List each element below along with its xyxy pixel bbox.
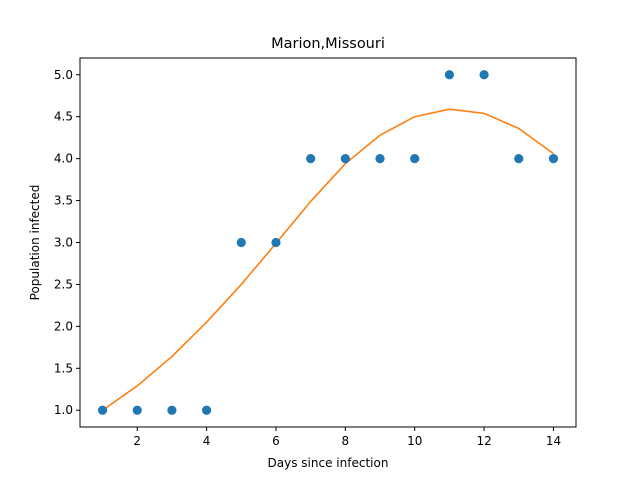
plot-area (97, 70, 559, 415)
y-tick-label: 3.0 (54, 236, 73, 250)
data-point (97, 405, 108, 415)
x-tick-label: 10 (407, 434, 422, 448)
fit-line (102, 108, 554, 411)
x-tick-label: 8 (342, 434, 350, 448)
y-tick-label: 2.5 (54, 277, 73, 291)
y-tick-label: 2.0 (54, 319, 73, 333)
y-axis-label: Population infected (28, 185, 42, 301)
data-point (340, 154, 350, 164)
chart-title: Marion,Missouri (271, 36, 385, 52)
data-point (514, 154, 524, 164)
data-point (167, 405, 177, 415)
y-axis: 1.0 1.5 2.0 2.5 3.0 3.5 4.0 4.5 5.0 (54, 68, 80, 417)
data-point (202, 405, 212, 415)
x-tick-label: 6 (272, 434, 280, 448)
data-point (236, 237, 246, 248)
x-tick-label: 14 (546, 434, 561, 448)
y-tick-label: 5.0 (54, 68, 73, 82)
data-point (548, 154, 559, 164)
x-tick-label: 12 (476, 434, 491, 448)
data-point (479, 70, 489, 80)
y-tick-label: 4.5 (54, 110, 73, 124)
data-point (306, 154, 316, 164)
x-tick-label: 4 (203, 434, 211, 448)
x-axis: 2 4 6 8 10 12 14 (133, 427, 561, 448)
data-point (410, 154, 420, 164)
y-tick-label: 1.5 (54, 361, 73, 375)
x-axis-label: Days since infection (268, 456, 389, 470)
data-point (132, 405, 142, 415)
y-tick-label: 4.0 (54, 152, 73, 166)
data-point (375, 154, 385, 164)
y-tick-label: 3.5 (54, 194, 73, 208)
data-point (444, 70, 454, 80)
y-tick-label: 1.0 (54, 403, 73, 417)
x-tick-label: 2 (133, 434, 141, 448)
data-point (271, 237, 281, 248)
